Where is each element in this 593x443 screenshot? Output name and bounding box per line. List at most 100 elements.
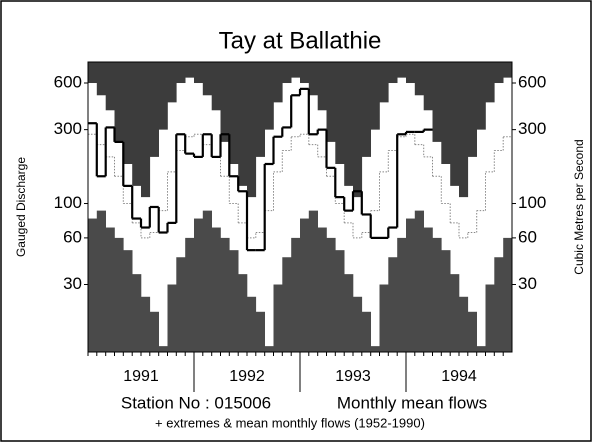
- max-envelope: [264, 62, 274, 130]
- max-envelope: [105, 62, 115, 111]
- min-envelope: [353, 296, 363, 352]
- min-envelope: [185, 237, 195, 352]
- x-tick-label: 1994: [441, 368, 477, 385]
- max-envelope: [361, 62, 372, 157]
- station: Station No : 015006: [121, 393, 271, 412]
- max-envelope: [476, 62, 486, 130]
- y2-tick-label: 100: [518, 193, 546, 212]
- max-envelope: [379, 62, 389, 103]
- x-tick-label: 1992: [229, 368, 265, 385]
- max-envelope: [185, 62, 195, 78]
- max-envelope: [202, 62, 213, 96]
- min-envelope: [432, 237, 442, 352]
- min-envelope: [370, 346, 380, 352]
- min-envelope: [317, 227, 327, 352]
- max-envelope: [406, 62, 416, 84]
- min-envelope: [238, 274, 248, 352]
- max-envelope: [220, 62, 230, 142]
- min-envelope: [202, 210, 213, 352]
- max-envelope: [96, 62, 107, 96]
- min-envelope: [361, 311, 372, 352]
- y-tick-label: 30: [63, 274, 82, 293]
- max-envelope: [158, 62, 168, 130]
- max-envelope: [176, 62, 186, 84]
- y2-axis-label: Cubic Metres per Second: [572, 139, 586, 274]
- min-envelope: [397, 237, 407, 352]
- min-envelope: [132, 274, 142, 352]
- min-envelope: [247, 296, 257, 352]
- min-envelope: [326, 237, 336, 352]
- min-envelope: [450, 274, 460, 352]
- min-envelope: [194, 218, 204, 352]
- min-envelope: [158, 346, 168, 352]
- min-envelope: [264, 346, 274, 352]
- max-envelope: [141, 62, 151, 198]
- max-envelope: [335, 62, 345, 164]
- max-envelope: [273, 62, 283, 103]
- min-envelope: [485, 284, 495, 352]
- max-envelope: [88, 62, 98, 84]
- max-envelope: [494, 62, 504, 84]
- min-envelope: [141, 296, 151, 352]
- max-envelope: [114, 62, 124, 142]
- max-envelope: [459, 62, 469, 198]
- max-envelope: [194, 62, 204, 84]
- min-envelope: [344, 274, 354, 352]
- min-envelope: [149, 311, 160, 352]
- min-envelope: [167, 284, 177, 352]
- min-envelope: [467, 311, 478, 352]
- max-envelope: [388, 62, 398, 84]
- min-envelope: [291, 237, 301, 352]
- min-envelope: [388, 257, 398, 352]
- max-envelope: [370, 62, 380, 130]
- max-envelope: [344, 62, 354, 186]
- max-envelope: [255, 62, 266, 157]
- max-envelope: [423, 62, 433, 111]
- max-envelope: [326, 62, 336, 142]
- max-envelope: [503, 62, 513, 78]
- max-envelope: [123, 62, 133, 164]
- min-envelope: [96, 210, 107, 352]
- chart-title: Tay at Ballathie: [219, 27, 382, 54]
- y-tick-label: 100: [54, 193, 82, 212]
- min-envelope: [459, 296, 469, 352]
- max-envelope: [247, 62, 257, 198]
- max-envelope: [432, 62, 442, 142]
- min-envelope: [300, 218, 310, 352]
- max-envelope: [238, 62, 248, 186]
- min-envelope: [273, 284, 283, 352]
- min-envelope: [494, 257, 504, 352]
- min-envelope: [379, 284, 389, 352]
- max-envelope: [149, 62, 160, 157]
- max-envelope: [467, 62, 478, 157]
- min-envelope: [335, 250, 345, 352]
- y-tick-label: 300: [54, 119, 82, 138]
- min-envelope: [308, 210, 319, 352]
- max-envelope: [167, 62, 177, 103]
- y2-tick-label: 600: [518, 72, 546, 91]
- y2-tick-label: 30: [518, 274, 537, 293]
- max-envelope: [211, 62, 221, 111]
- max-envelope: [300, 62, 310, 84]
- y2-tick-label: 60: [518, 227, 537, 246]
- min-envelope: [220, 237, 230, 352]
- max-envelope: [132, 62, 142, 186]
- y-tick-label: 60: [63, 227, 82, 246]
- max-envelope: [317, 62, 327, 111]
- y-axis-label: Gauged Discharge: [14, 157, 28, 257]
- min-envelope: [105, 227, 115, 352]
- max-envelope: [282, 62, 292, 84]
- max-envelope: [308, 62, 319, 96]
- min-envelope: [114, 237, 124, 352]
- min-envelope: [503, 237, 513, 352]
- min-envelope: [441, 250, 451, 352]
- min-envelope: [176, 257, 186, 352]
- max-envelope: [414, 62, 425, 96]
- min-envelope: [423, 227, 433, 352]
- max-envelope: [353, 62, 363, 198]
- x-tick-label: 1991: [123, 368, 159, 385]
- min-envelope: [282, 257, 292, 352]
- max-envelope: [229, 62, 239, 164]
- min-envelope: [414, 210, 425, 352]
